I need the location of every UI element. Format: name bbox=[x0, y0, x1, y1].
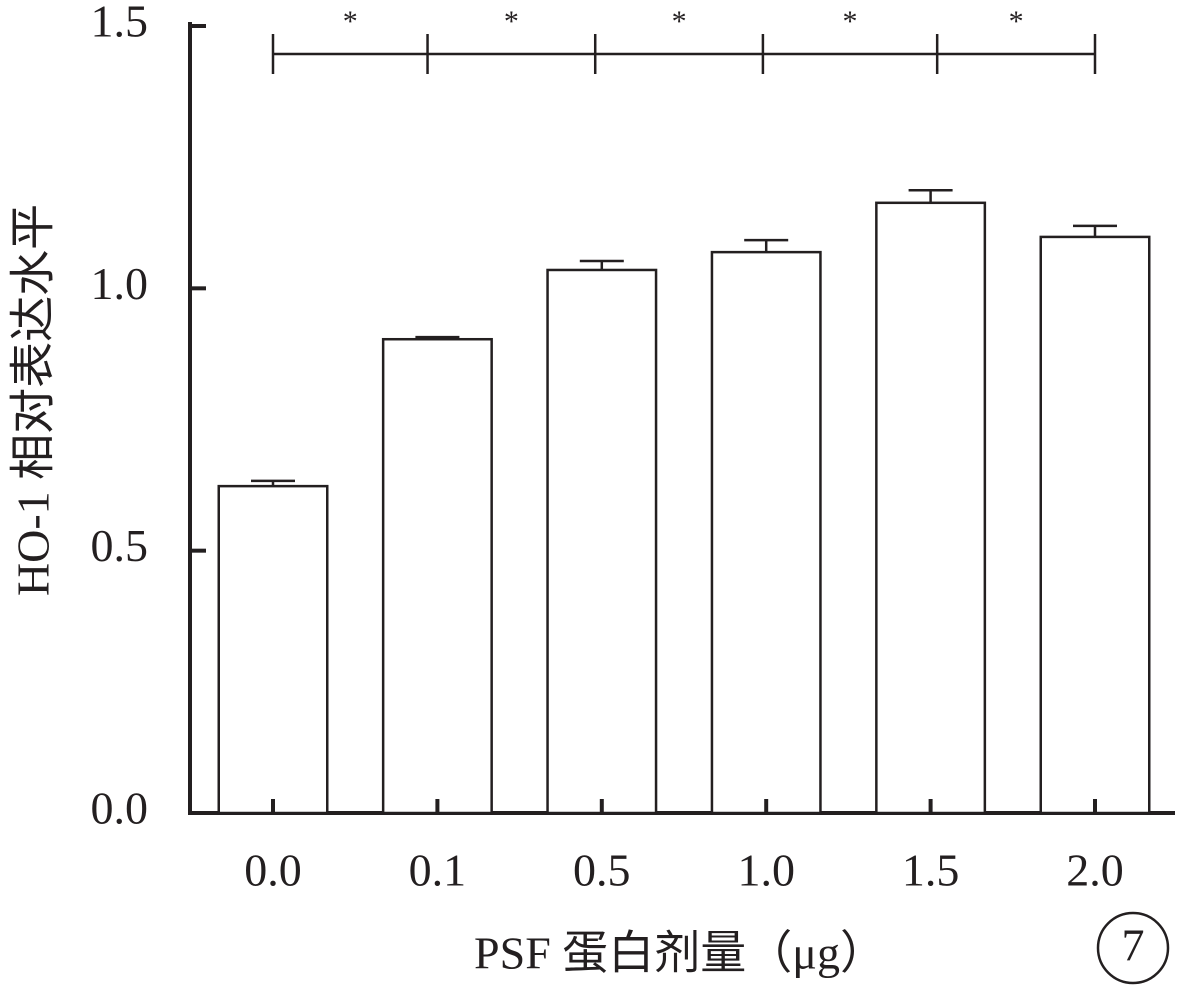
significance-star: * bbox=[504, 5, 519, 38]
bar bbox=[875, 201, 987, 815]
error-bar bbox=[251, 479, 295, 487]
y-tick-label: 1.0 bbox=[91, 258, 149, 309]
error-bar bbox=[579, 259, 624, 270]
significance-star: * bbox=[1009, 5, 1024, 38]
bar bbox=[710, 250, 822, 815]
error-bar bbox=[744, 238, 789, 253]
y-axis-title: HO-1 相对表达水平 bbox=[8, 204, 59, 596]
x-tick-label: 0.1 bbox=[409, 845, 467, 896]
bar bbox=[1039, 235, 1151, 815]
significance-star: * bbox=[672, 5, 687, 38]
x-tick-label: 0.0 bbox=[244, 845, 302, 896]
panel-circle bbox=[1096, 911, 1170, 985]
bar bbox=[546, 268, 658, 815]
x-tick-label: 2.0 bbox=[1066, 845, 1124, 896]
panel-label: 7 bbox=[1122, 920, 1145, 971]
y-tick-label: 0.5 bbox=[91, 520, 149, 571]
error-bar bbox=[1073, 224, 1117, 237]
significance-star: * bbox=[343, 5, 358, 38]
error-bar bbox=[908, 188, 953, 203]
y-tick-label: 0.0 bbox=[91, 783, 149, 834]
bar bbox=[381, 337, 493, 815]
x-tick-label: 1.5 bbox=[902, 845, 960, 896]
bar bbox=[217, 484, 329, 815]
x-tick-label: 1.0 bbox=[737, 845, 795, 896]
x-axis-title: PSF 蛋白剂量（μg） bbox=[474, 928, 886, 979]
y-tick-label: 1.5 bbox=[91, 0, 149, 47]
x-tick-label: 0.5 bbox=[573, 845, 631, 896]
significance-star: * bbox=[843, 5, 858, 38]
error-bar bbox=[415, 335, 460, 340]
